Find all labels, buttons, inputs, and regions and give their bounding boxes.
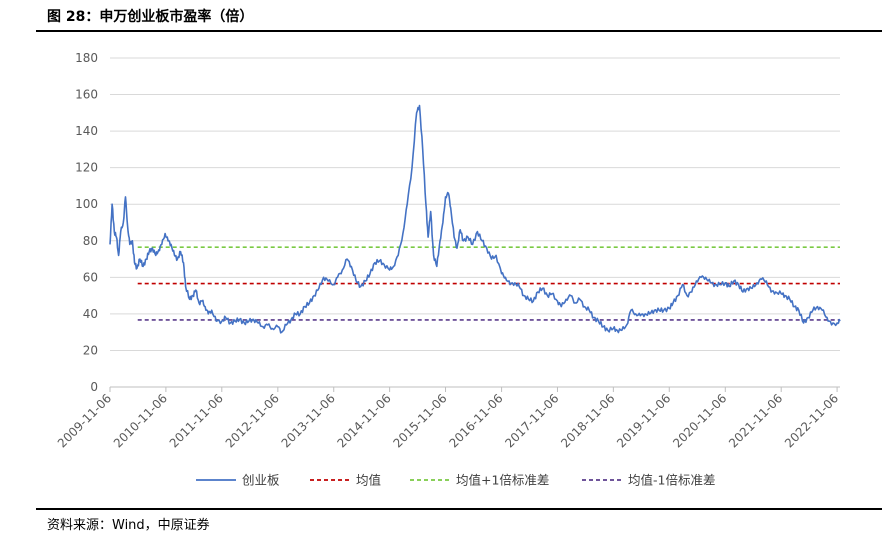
x-tick-label: 2015-11-06 [390, 391, 449, 450]
x-tick-label: 2014-11-06 [335, 391, 394, 450]
y-tick-label: 120 [75, 161, 98, 175]
y-tick-label: 140 [75, 124, 98, 138]
x-axis: 2009-11-062010-11-062011-11-062012-11-06… [55, 386, 841, 450]
reference-lines [137, 246, 840, 321]
legend-label-3: 均值+1倍标准差 [456, 473, 549, 488]
source-note: 资料来源：Wind，中原证券 [47, 518, 210, 533]
figure-title: 图 28：申万创业板市盈率（倍） [47, 9, 254, 25]
y-tick-label: 60 [83, 270, 98, 284]
series-lines [109, 104, 841, 334]
y-tick-label: 160 [75, 88, 98, 102]
bottom-rule [36, 508, 882, 510]
x-tick-label: 2021-11-06 [726, 391, 785, 450]
top-rule [36, 30, 882, 32]
x-tick-label: 2013-11-06 [279, 391, 338, 450]
legend-label-4: 均值-1倍标准差 [628, 473, 715, 488]
x-tick-label: 2017-11-06 [502, 391, 561, 450]
x-tick-label: 2020-11-06 [670, 391, 729, 450]
x-tick-label: 2019-11-06 [614, 391, 673, 450]
x-tick-label: 2011-11-06 [167, 391, 226, 450]
line-chart: 0 20 40 60 80 100 120 140 160 180 2009-11-062010-… [55, 51, 841, 488]
y-tick-label: 80 [83, 234, 98, 248]
y-tick-label: 0 [90, 380, 98, 394]
y-axis-ticks: 0 20 40 60 80 100 120 140 160 180 [75, 51, 98, 394]
y-tick-label: 40 [83, 307, 98, 321]
series-line-chuangyeban [109, 104, 841, 334]
grid-lines [110, 57, 840, 351]
x-tick-label: 2016-11-06 [446, 391, 505, 450]
legend: 创业板 均值 均值+1倍标准差 均值-1倍标准差 [196, 473, 715, 488]
legend-label-1: 创业板 [242, 473, 280, 488]
x-tick-label: 2009-11-06 [55, 391, 114, 450]
y-tick-label: 20 [83, 343, 98, 357]
x-tick-label: 2010-11-06 [111, 391, 170, 450]
y-tick-label: 180 [75, 51, 98, 65]
x-tick-label: 2018-11-06 [558, 391, 617, 450]
x-tick-label: 2012-11-06 [223, 391, 282, 450]
x-tick-label: 2022-11-06 [782, 391, 841, 450]
legend-label-2: 均值 [356, 473, 381, 488]
y-tick-label: 100 [75, 197, 98, 211]
